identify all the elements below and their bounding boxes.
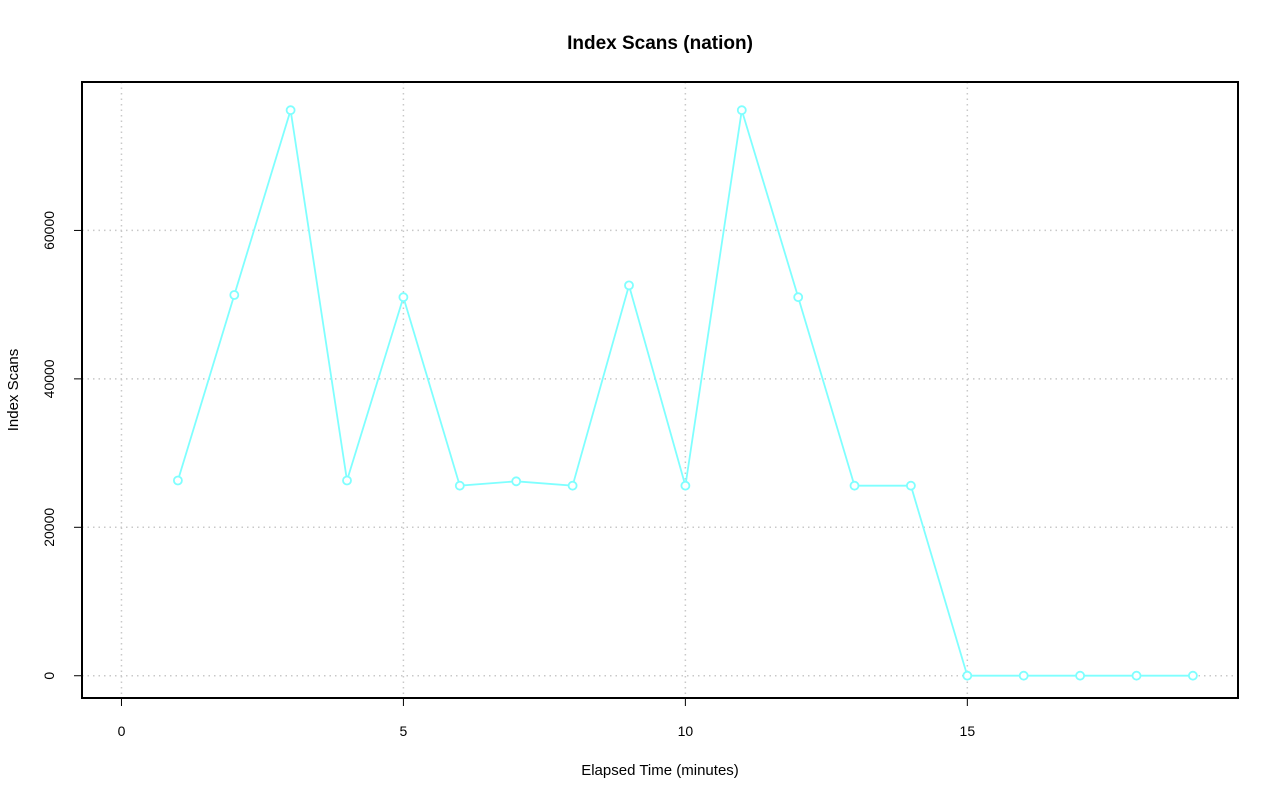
y-tick-label: 0 xyxy=(41,672,57,680)
y-tick-label: 40000 xyxy=(41,359,57,398)
data-point xyxy=(567,480,578,491)
chart-title: Index Scans (nation) xyxy=(567,33,753,54)
x-tick-label: 15 xyxy=(960,723,976,739)
series-layer xyxy=(172,105,1198,681)
data-point xyxy=(454,480,465,491)
data-point xyxy=(624,280,634,291)
series-line xyxy=(177,109,1193,677)
data-point xyxy=(962,670,973,681)
plot-frame xyxy=(81,81,1239,699)
data-point xyxy=(849,480,860,491)
data-point xyxy=(1018,670,1029,681)
axis-ticks: 0 5 10 15 0 20000 40000 60000 xyxy=(41,211,975,739)
data-point xyxy=(342,475,352,486)
data-point xyxy=(398,292,409,303)
x-axis-label: Elapsed Time (minutes) xyxy=(581,762,739,779)
y-tick-label: 20000 xyxy=(41,508,57,547)
data-point xyxy=(285,105,296,116)
data-point xyxy=(1075,670,1085,681)
x-tick-label: 5 xyxy=(400,723,408,739)
data-point xyxy=(1188,670,1198,681)
data-point xyxy=(511,476,522,487)
data-point xyxy=(793,292,804,303)
grid xyxy=(82,82,1238,698)
y-tick-label: 60000 xyxy=(41,211,57,250)
x-tick-label: 0 xyxy=(118,723,126,739)
y-axis-label: Index Scans xyxy=(5,349,22,432)
data-point xyxy=(229,290,240,300)
data-point xyxy=(1131,670,1142,681)
data-point xyxy=(736,105,747,116)
data-point xyxy=(906,480,916,491)
data-point xyxy=(172,475,183,486)
x-tick-label: 10 xyxy=(678,723,694,739)
data-point xyxy=(680,480,691,491)
